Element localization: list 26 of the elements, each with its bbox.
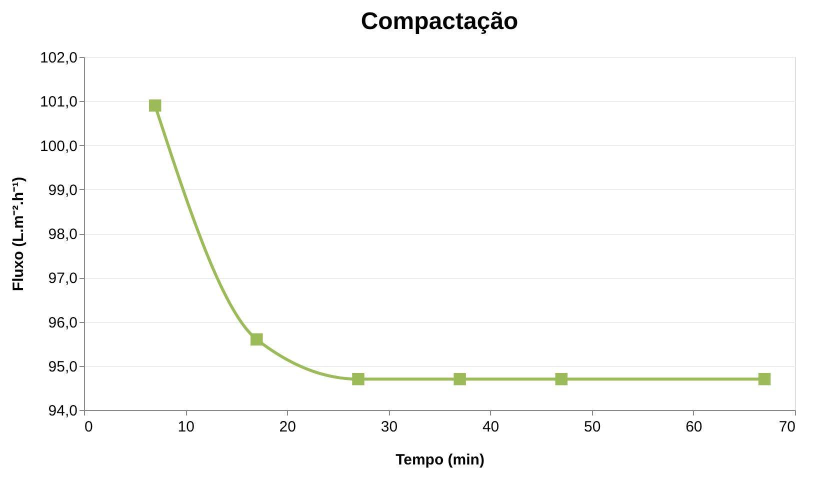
x-axis-title: Tempo (min)	[396, 452, 484, 468]
x-tick-label: 20	[279, 418, 296, 436]
chart-title: Compactação	[360, 8, 518, 35]
y-tick-label: 101,0	[40, 94, 78, 111]
x-tick-label: 40	[482, 418, 500, 436]
point	[758, 372, 771, 386]
x-tick-label: 50	[584, 418, 601, 436]
y-axis-title: Fluxo (L.m⁻².h⁻¹)	[10, 176, 27, 292]
y-tick-label: 102,0	[40, 50, 78, 66]
point	[148, 99, 162, 112]
y-tick-label: 98,0	[48, 226, 78, 243]
x-tick-label: 30	[380, 418, 398, 436]
y-tick-label: 94,0	[48, 402, 78, 420]
y-tick-label: 97,0	[48, 270, 78, 288]
point	[352, 372, 364, 386]
x-tick-label: 10	[178, 418, 194, 436]
x-tick-label: 70	[778, 418, 796, 436]
y-tick-label: 99,0	[48, 182, 78, 199]
point	[250, 333, 263, 346]
y-tick-label: 96,0	[48, 314, 78, 332]
x-tick-label: 0	[84, 418, 93, 436]
point	[555, 372, 568, 386]
x-tick-label: 60	[686, 418, 702, 436]
y-tick-label: 100,0	[40, 138, 78, 155]
point	[454, 372, 466, 386]
y-tick-label: 95,0	[48, 358, 78, 376]
